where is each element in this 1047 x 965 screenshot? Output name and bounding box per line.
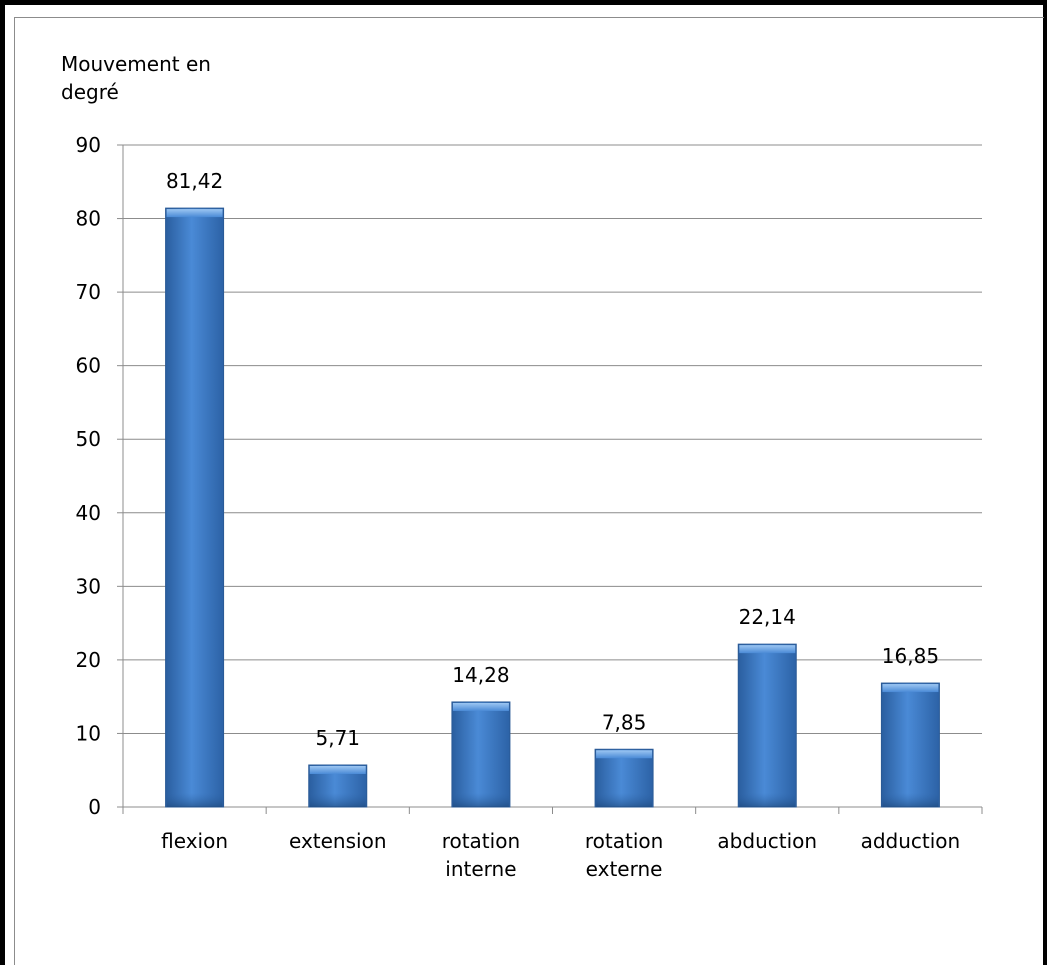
bar-shade bbox=[309, 793, 366, 807]
bar-shade bbox=[882, 793, 939, 807]
bar-body bbox=[165, 207, 225, 808]
y-tick-label: 0 bbox=[88, 795, 101, 819]
bar-2 bbox=[451, 701, 511, 808]
y-tick-label: 60 bbox=[76, 354, 101, 378]
bar-shade bbox=[739, 793, 796, 807]
bar-highlight bbox=[166, 209, 223, 218]
y-axis-title-line-2: degré bbox=[61, 80, 119, 104]
bar-4 bbox=[737, 643, 797, 808]
bar-highlight bbox=[596, 750, 653, 759]
y-tick-label: 80 bbox=[76, 207, 101, 231]
data-label-5: 16,85 bbox=[882, 644, 939, 668]
bar-shade bbox=[596, 793, 653, 807]
data-label-4: 22,14 bbox=[739, 605, 796, 629]
bar-body bbox=[880, 682, 940, 808]
category-label-5: adduction bbox=[861, 829, 961, 853]
data-label-3: 7,85 bbox=[602, 710, 647, 734]
bar-3 bbox=[594, 748, 654, 808]
bar-highlight bbox=[309, 765, 366, 774]
bar-1 bbox=[308, 764, 368, 808]
bar-0 bbox=[165, 207, 225, 808]
y-tick-label: 70 bbox=[76, 280, 101, 304]
y-tick-label: 30 bbox=[76, 574, 101, 598]
category-label-3: rotation bbox=[585, 829, 663, 853]
bar-shade bbox=[166, 793, 223, 807]
y-axis-title: Mouvement en degré bbox=[61, 50, 261, 106]
chart-area-border bbox=[14, 17, 1044, 965]
y-axis-title-line-1: Mouvement en bbox=[61, 52, 211, 76]
bar-highlight bbox=[882, 684, 939, 693]
data-label-2: 14,28 bbox=[452, 663, 509, 687]
data-label-0: 81,42 bbox=[166, 169, 223, 193]
category-label-2: rotation bbox=[442, 829, 520, 853]
data-label-1: 5,71 bbox=[315, 726, 360, 750]
category-label-3: externe bbox=[586, 857, 663, 881]
y-tick-label: 40 bbox=[76, 501, 101, 525]
y-tick-label: 20 bbox=[76, 648, 101, 672]
y-tick-label: 10 bbox=[76, 721, 101, 745]
y-tick-label: 50 bbox=[76, 427, 101, 451]
bar-shade bbox=[452, 793, 509, 807]
bar-5 bbox=[880, 682, 940, 808]
y-tick-label: 90 bbox=[76, 133, 101, 157]
category-label-0: flexion bbox=[161, 829, 228, 853]
bar-highlight bbox=[739, 645, 796, 654]
category-label-1: extension bbox=[289, 829, 387, 853]
bar-highlight bbox=[452, 702, 509, 711]
category-label-4: abduction bbox=[717, 829, 817, 853]
bar-body bbox=[737, 643, 797, 808]
bar-body bbox=[451, 701, 511, 808]
category-label-2: interne bbox=[445, 857, 516, 881]
